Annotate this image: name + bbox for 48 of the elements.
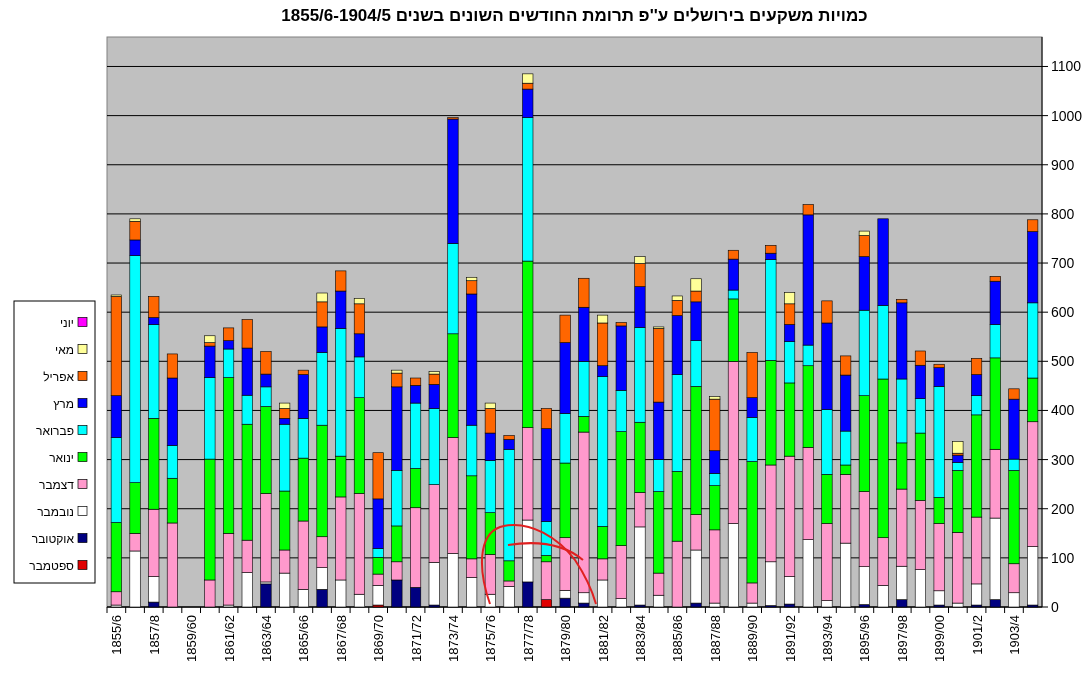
x-tick-label: 1875/76 [483,615,499,662]
y-tick-label: 0 [1051,599,1059,615]
legend-label: אפריל [43,369,75,384]
legend-label: יוני [59,315,74,330]
y-tick-label: 600 [1051,304,1075,321]
x-tick-label: 1901/2 [969,615,985,655]
legend-label: אוקטובר [31,531,75,546]
y-tick-label: 100 [1051,549,1075,566]
x-tick-label: 1869/70 [371,615,387,662]
legend-label: נובמבר [37,504,74,519]
x-tick-label: 1877/78 [520,615,536,662]
x-tick-label: 1865/66 [296,615,312,662]
x-tick-label: 1881/82 [595,615,611,662]
x-tick-label: 1871/72 [408,615,424,662]
y-tick-label: 400 [1051,402,1075,419]
legend-label: מאי [55,342,74,357]
legend-label: ינואר [49,450,74,465]
legend-label: דצמבר [38,477,75,492]
chart-title: כמויות משקעים בירושלים ע''פ תרומת החודשים השונים בשנים 1855/6-1904/5 [281,6,868,25]
x-tick-label: 1863/64 [258,615,274,662]
x-tick-label: 1879/80 [558,615,574,662]
legend-label: פברואר [36,423,74,438]
x-tick-label: 1859/60 [184,615,200,662]
y-tick-label: 700 [1051,255,1075,272]
x-tick-label: 1893/94 [819,615,835,662]
y-tick-label: 1000 [1051,107,1083,124]
y-tick-label: 900 [1051,156,1075,173]
y-tick-label: 800 [1051,205,1075,222]
y-tick-label: 300 [1051,451,1075,468]
x-tick-label: 1885/86 [670,615,686,662]
x-tick-label: 1857/8 [146,615,162,655]
x-tick-label: 1903/4 [1006,615,1022,655]
x-tick-label: 1861/62 [221,615,237,662]
legend-label: מרץ [53,396,74,411]
x-tick-label: 1889/90 [745,615,761,662]
x-tick-label: 1867/68 [333,615,349,662]
x-tick-label: 1883/84 [632,615,648,662]
y-tick-label: 1100 [1051,58,1082,75]
x-tick-label: 1887/88 [707,615,723,662]
x-tick-label: 1899/00 [932,615,948,662]
x-tick-label: 1855/6 [109,615,125,655]
x-tick-label: 1873/74 [445,615,461,662]
x-tick-label: 1891/92 [782,615,798,662]
legend-label: ספטמבר [29,558,75,573]
y-tick-label: 200 [1051,500,1075,517]
y-tick-label: 500 [1051,353,1075,370]
x-tick-label: 1895/96 [857,615,873,662]
x-tick-label: 1897/98 [894,615,910,662]
